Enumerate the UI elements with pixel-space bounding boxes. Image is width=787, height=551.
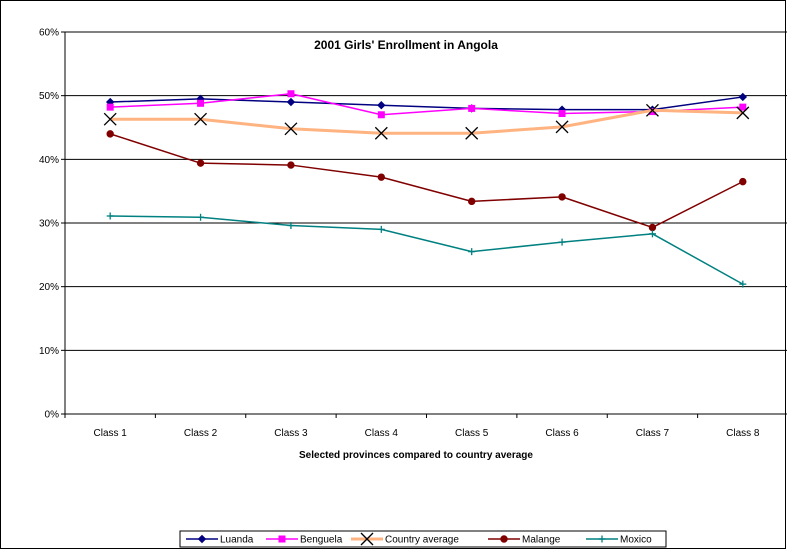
series-line-country-average: [110, 108, 743, 135]
x-tick-label: Class 4: [365, 428, 399, 439]
data-point-luanda: [286, 97, 296, 107]
legend-item-benguela: Benguela: [266, 535, 343, 546]
y-tick-label: 50%: [39, 91, 59, 102]
legend-label-malange: Malange: [522, 535, 561, 546]
y-tick-label: 0%: [45, 410, 60, 421]
data-point-moxico: [287, 222, 295, 230]
data-point-moxico: [197, 213, 205, 221]
data-point-country-average: [103, 112, 117, 126]
data-point-moxico: [558, 238, 566, 246]
data-point-malange: [558, 193, 566, 201]
data-point-malange: [196, 159, 205, 167]
series-line-moxico: [110, 215, 744, 285]
legend-item-luanda: Luanda: [186, 535, 254, 546]
y-tick-label: 40%: [39, 155, 59, 166]
series-benguela: [106, 90, 747, 119]
data-point-country-average: [645, 103, 659, 117]
legend-label-benguela: Benguela: [300, 535, 343, 546]
y-axis-ticks: 0% 10% 20% 30% 40% 50% 60%: [39, 28, 65, 421]
legend-item-country-average: Country average: [351, 532, 459, 546]
series-moxico: [106, 212, 747, 288]
data-point-moxico: [468, 248, 476, 256]
y-tick-label: 20%: [39, 282, 59, 293]
legend-item-moxico: Moxico: [586, 535, 652, 546]
legend-marker-country-average: [360, 532, 374, 546]
data-point-luanda: [377, 101, 386, 110]
data-point-benguela: [558, 109, 566, 117]
data-point-malange: [739, 177, 747, 186]
data-point-benguela: [287, 90, 295, 98]
legend-label-moxico: Moxico: [620, 535, 652, 546]
series-malange: [106, 130, 747, 232]
data-point-benguela: [197, 99, 205, 107]
data-point-malange: [377, 173, 386, 181]
x-tick-label: Class 3: [274, 428, 308, 439]
data-point-country-average: [194, 112, 208, 126]
legend-item-malange: Malange: [488, 535, 561, 546]
y-tick-label: 60%: [39, 28, 59, 39]
data-point-country-average: [555, 120, 569, 134]
legend: Luanda Benguela Country average Malange Moxi…: [179, 530, 667, 548]
data-point-country-average: [465, 126, 479, 140]
grid-lines: [65, 31, 787, 351]
series-line-luanda: [110, 96, 743, 111]
data-point-moxico: [377, 225, 385, 233]
data-point-country-average: [284, 122, 298, 136]
x-tick-label: Class 2: [184, 428, 218, 439]
legend-label-luanda: Luanda: [220, 535, 254, 546]
data-point-country-average: [374, 126, 388, 140]
data-point-benguela: [377, 111, 385, 119]
series-group: [103, 90, 750, 288]
legend-marker-luanda: [197, 534, 207, 544]
x-axis-ticks: Class 1 Class 2 Class 3 Class 4 Class 5 Class…: [64, 414, 760, 439]
data-point-malange: [287, 161, 295, 169]
x-tick-label: Class 8: [726, 428, 760, 439]
data-point-malange: [106, 130, 114, 138]
data-point-moxico: [739, 280, 747, 288]
data-point-benguela: [468, 104, 476, 112]
data-point-luanda: [738, 92, 748, 102]
data-point-moxico: [106, 212, 114, 220]
series-country-average: [103, 103, 750, 140]
legend-marker-malange: [500, 535, 508, 543]
data-point-moxico: [648, 230, 656, 238]
y-tick-label: 10%: [39, 346, 59, 357]
legend-box: [179, 530, 667, 548]
series-line-malange: [109, 133, 744, 229]
legend-marker-benguela: [278, 535, 286, 543]
legend-marker-moxico: [598, 535, 606, 543]
x-tick-label: Class 5: [455, 428, 489, 439]
x-tick-label: Class 7: [636, 428, 670, 439]
data-point-country-average: [736, 106, 750, 120]
legend-label-country-average: Country average: [385, 535, 459, 546]
data-point-malange: [648, 223, 657, 232]
x-tick-label: Class 6: [545, 428, 579, 439]
data-point-malange: [467, 197, 476, 206]
data-point-benguela: [106, 103, 114, 111]
x-tick-label: Class 1: [94, 428, 128, 439]
chart-title: 2001 Girls' Enrollment in Angola: [314, 38, 498, 52]
x-axis-label: Selected provinces compared to country a…: [299, 450, 533, 461]
data-point-benguela: [739, 103, 747, 111]
y-tick-label: 30%: [39, 219, 59, 230]
